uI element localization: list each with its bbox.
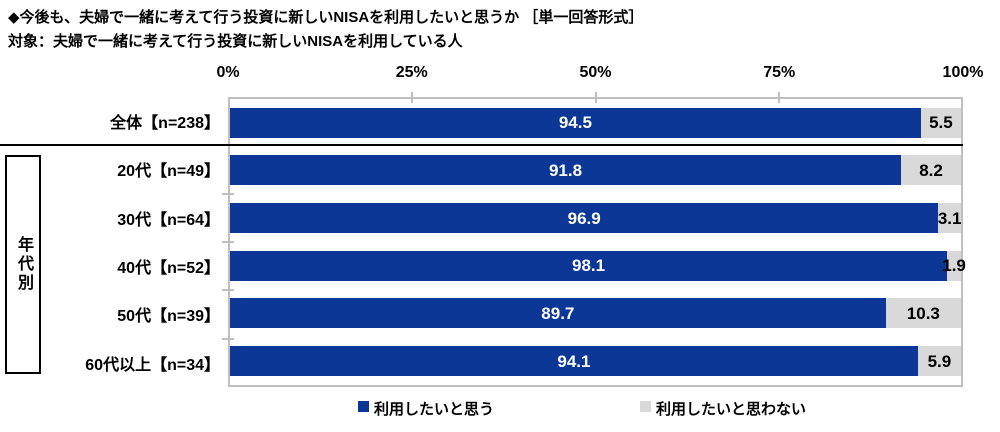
bar-segment-want-to-use: 91.8 <box>230 155 902 186</box>
bar-value-label: 94.5 <box>558 113 592 133</box>
category-label: 40代【n=52】 <box>117 260 220 278</box>
bar-value-label: 10.3 <box>906 303 940 323</box>
bar-row: 96.9 3.1 <box>230 194 961 242</box>
category-label: 20代【n=49】 <box>117 163 220 181</box>
x-axis-tick-label: 75% <box>763 64 796 81</box>
x-axis-tick-label: 100% <box>942 64 984 81</box>
bar-segment-not-want-to-use: 1.9 <box>942 250 966 281</box>
bar-segment-want-to-use: 98.1 <box>230 250 948 281</box>
bar-row: 89.7 10.3 <box>230 290 961 338</box>
x-axis-tick-label: 25% <box>395 64 428 81</box>
x-axis: 0% 25% 50% 75% 100% <box>216 64 983 86</box>
bar-value-label: 5.5 <box>929 113 953 133</box>
age-group-box: 年代別 <box>5 155 41 374</box>
bar-value-label: 94.1 <box>557 351 591 371</box>
bar-segment-not-want-to-use: 10.3 <box>885 298 961 329</box>
bar-segment-not-want-to-use: 3.1 <box>937 203 962 234</box>
bar-row: 98.1 1.9 <box>230 242 966 290</box>
bar-value-label: 91.8 <box>548 160 583 180</box>
legend-label: 利用したいと思わない <box>656 401 807 418</box>
bar-row: 91.8 8.2 <box>230 147 961 195</box>
bar-value-label: 96.9 <box>567 208 601 228</box>
legend-swatch-icon <box>358 401 369 412</box>
axis-tick-mark <box>778 92 781 103</box>
x-axis-tick-label: 0% <box>216 64 240 81</box>
legend-item: 利用したいと思う <box>358 398 494 419</box>
category-label: 60代以上【n=34】 <box>85 356 220 374</box>
age-group-label: 年代別 <box>15 236 32 293</box>
bar-value-label: 89.7 <box>541 303 575 323</box>
legend-swatch-icon <box>640 401 651 412</box>
legend-item: 利用したいと思わない <box>640 398 806 419</box>
bar-segment-want-to-use: 94.1 <box>230 346 918 377</box>
category-label: 全体【n=238】 <box>110 115 220 133</box>
chart-subtitle: 対象：夫婦で一緒に考えて行う投資に新しいNISAを利用している人 <box>8 33 463 50</box>
x-axis-tick-label: 50% <box>579 64 612 81</box>
bar-segment-not-want-to-use: 8.2 <box>901 155 961 186</box>
bar-row: 94.5 5.5 <box>230 99 961 147</box>
bar-value-label: 8.2 <box>919 160 943 180</box>
bar-segment-not-want-to-use: 5.9 <box>917 346 961 377</box>
axis-tick-mark <box>410 92 413 103</box>
bar-segment-not-want-to-use: 5.5 <box>920 107 961 138</box>
category-tick-mark <box>222 337 234 340</box>
category-tick-mark <box>222 289 234 292</box>
category-labels: 全体【n=238】 20代【n=49】 30代【n=64】 40代【n=52】 50代【… <box>0 97 220 387</box>
overall-separator-line <box>0 144 963 146</box>
category-tick-mark <box>222 192 234 195</box>
bar-segment-want-to-use: 96.9 <box>230 203 939 234</box>
bar-value-label: 3.1 <box>937 208 962 228</box>
bar-value-label: 1.9 <box>942 256 966 276</box>
bar-value-label: 5.9 <box>927 351 952 371</box>
category-label: 30代【n=64】 <box>117 211 220 229</box>
bar-row: 94.1 5.9 <box>230 337 961 385</box>
legend-label: 利用したいと思う <box>374 401 495 418</box>
chart-title: ◆今後も、夫婦で一緒に考えて行う投資に新しいNISAを利用したいと思うか ［単一… <box>8 9 644 26</box>
bar-segment-want-to-use: 89.7 <box>230 298 886 329</box>
category-label: 50代【n=39】 <box>117 308 220 326</box>
category-tick-mark <box>222 241 234 243</box>
bar-segment-want-to-use: 94.5 <box>230 107 921 138</box>
bar-value-label: 98.1 <box>572 256 606 276</box>
axis-tick-mark <box>594 92 597 103</box>
plot-area: 94.5 5.5 91.8 8.2 96.9 3.1 98.1 1.9 89.7 10.3 94.1… <box>228 97 966 387</box>
